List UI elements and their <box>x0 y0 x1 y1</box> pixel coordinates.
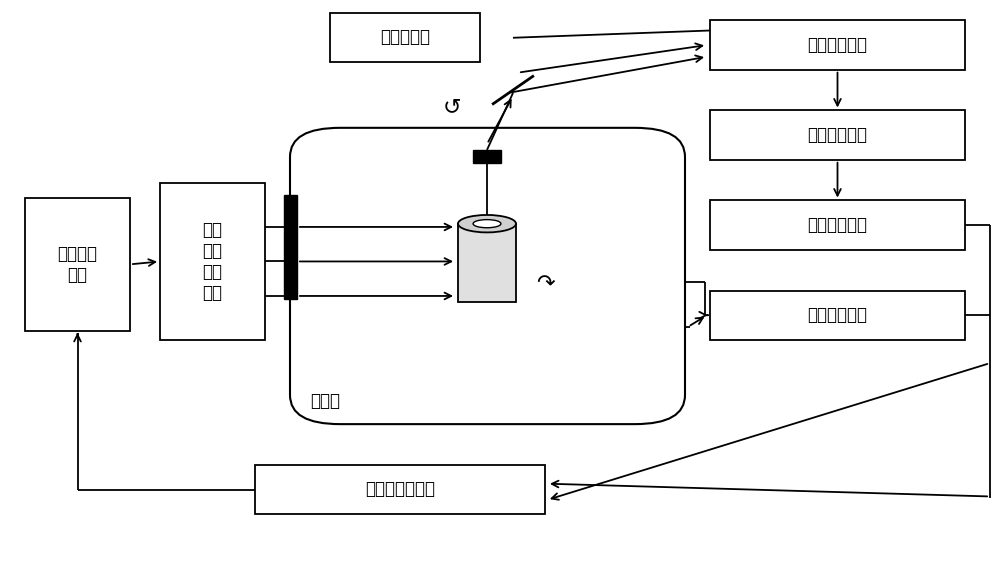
Text: 大功率辐
射源: 大功率辐 射源 <box>58 245 98 284</box>
Text: 旋转反射镜: 旋转反射镜 <box>380 28 430 46</box>
Bar <box>25 198 130 331</box>
Text: 成像测量装置: 成像测量装置 <box>807 216 867 234</box>
Bar <box>458 224 516 302</box>
Text: 显微成像装置: 显微成像装置 <box>807 36 867 54</box>
Bar <box>710 290 965 340</box>
FancyBboxPatch shape <box>290 128 685 424</box>
Ellipse shape <box>458 215 516 232</box>
Bar <box>710 110 965 160</box>
Bar <box>473 150 501 163</box>
Text: 真空仓: 真空仓 <box>310 392 340 410</box>
Text: 终端控制计算机: 终端控制计算机 <box>365 480 435 498</box>
Bar <box>330 13 480 62</box>
Text: 光谱切换装置: 光谱切换装置 <box>807 126 867 144</box>
Bar <box>710 200 965 250</box>
Bar <box>710 20 965 70</box>
Ellipse shape <box>473 220 501 228</box>
Bar <box>160 183 265 340</box>
Text: 温度测量装置: 温度测量装置 <box>807 306 867 324</box>
Text: 扩束
整形
均束
装置: 扩束 整形 均束 装置 <box>202 221 222 302</box>
Text: ↺: ↺ <box>443 98 461 117</box>
Bar <box>284 195 297 299</box>
Text: ↷: ↷ <box>536 275 554 295</box>
Bar <box>255 465 545 514</box>
